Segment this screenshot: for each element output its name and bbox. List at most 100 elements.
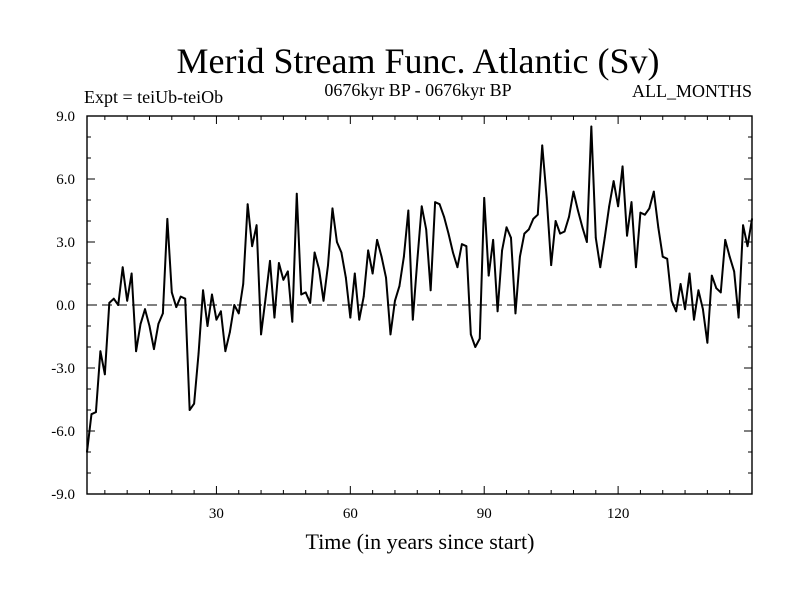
data-point <box>197 352 200 355</box>
data-point <box>443 215 445 218</box>
period-label: 0676kyr BP - 0676kyr BP <box>324 80 511 100</box>
data-point <box>706 341 709 344</box>
series-line <box>86 125 753 453</box>
y-tick-label: -3.0 <box>51 361 75 377</box>
data-point <box>282 278 285 281</box>
data-point <box>202 289 204 292</box>
data-point <box>590 125 593 128</box>
y-tick-label: 0.0 <box>56 298 75 314</box>
data-point <box>594 236 597 239</box>
data-point <box>99 350 102 353</box>
data-point <box>175 306 178 308</box>
data-point <box>612 180 615 183</box>
data-point <box>90 413 93 416</box>
data-point <box>577 209 579 212</box>
data-point <box>95 411 97 413</box>
data-point <box>278 262 280 264</box>
data-point <box>242 283 245 285</box>
data-point <box>719 291 722 294</box>
data-point <box>630 201 633 204</box>
data-point <box>693 318 695 321</box>
data-point <box>527 228 530 231</box>
data-point <box>269 260 271 262</box>
data-point <box>487 274 490 277</box>
data-point <box>362 295 365 298</box>
chart-title: Merid Stream Func. Atlantic (Sv) <box>177 41 660 81</box>
data-point <box>402 255 405 258</box>
data-point <box>550 264 553 266</box>
data-point <box>737 316 740 319</box>
data-point <box>130 272 133 275</box>
data-point <box>635 266 637 269</box>
data-point <box>371 272 374 275</box>
data-point <box>715 287 718 290</box>
data-point <box>666 257 669 260</box>
data-point <box>492 239 495 241</box>
data-point <box>121 266 124 269</box>
data-point <box>679 283 682 285</box>
data-point <box>603 236 606 239</box>
data-point <box>733 270 736 273</box>
data-point <box>501 249 503 252</box>
data-point <box>349 316 352 319</box>
data-point <box>724 239 727 241</box>
data-point <box>331 207 334 210</box>
data-point <box>211 293 213 296</box>
data-point <box>188 409 191 411</box>
data-point <box>519 255 521 258</box>
data-point <box>478 337 481 340</box>
data-point <box>728 255 731 258</box>
data-point <box>581 226 584 229</box>
data-point <box>617 205 620 208</box>
data-point <box>514 312 517 315</box>
data-point <box>161 312 164 315</box>
data-point <box>108 302 111 304</box>
data-point <box>340 251 343 254</box>
data-point <box>461 243 463 246</box>
data-point <box>336 241 338 243</box>
data-point <box>246 203 249 206</box>
data-point <box>710 274 713 277</box>
data-point <box>688 272 691 275</box>
data-point <box>670 299 673 302</box>
data-point <box>465 245 468 248</box>
data-point <box>510 236 512 239</box>
data-point <box>572 190 575 193</box>
data-point <box>327 264 329 266</box>
data-point <box>219 310 222 313</box>
data-point <box>684 308 686 311</box>
data-point <box>228 331 231 334</box>
x-tick-label: 60 <box>343 506 358 522</box>
data-point <box>452 251 454 254</box>
data-point <box>385 276 387 279</box>
data-point <box>639 211 642 214</box>
data-point <box>358 318 361 321</box>
data-point <box>585 241 588 243</box>
data-point <box>425 228 428 231</box>
data-point <box>563 230 566 233</box>
data-point <box>224 350 227 353</box>
data-point <box>309 302 312 304</box>
data-point <box>599 266 602 269</box>
data-point <box>273 316 276 319</box>
data-point <box>626 234 628 237</box>
data-point <box>344 276 347 279</box>
data-point <box>554 220 557 222</box>
data-point <box>608 205 611 208</box>
months-label: ALL_MONTHS <box>632 81 752 101</box>
data-point <box>313 251 316 254</box>
data-point <box>447 232 450 235</box>
data-point <box>496 310 499 313</box>
data-point <box>411 318 414 321</box>
data-point <box>166 218 169 220</box>
x-axis-label: Time (in years since start) <box>306 529 535 554</box>
data-point <box>179 295 182 298</box>
data-point <box>559 232 561 235</box>
data-point <box>394 299 396 302</box>
data-point <box>153 348 155 350</box>
data-point <box>376 239 378 241</box>
data-point <box>304 291 307 294</box>
data-point <box>380 255 383 258</box>
experiment-label: Expt = teiUb-teiOb <box>84 87 223 107</box>
x-tick-label: 120 <box>607 506 630 522</box>
